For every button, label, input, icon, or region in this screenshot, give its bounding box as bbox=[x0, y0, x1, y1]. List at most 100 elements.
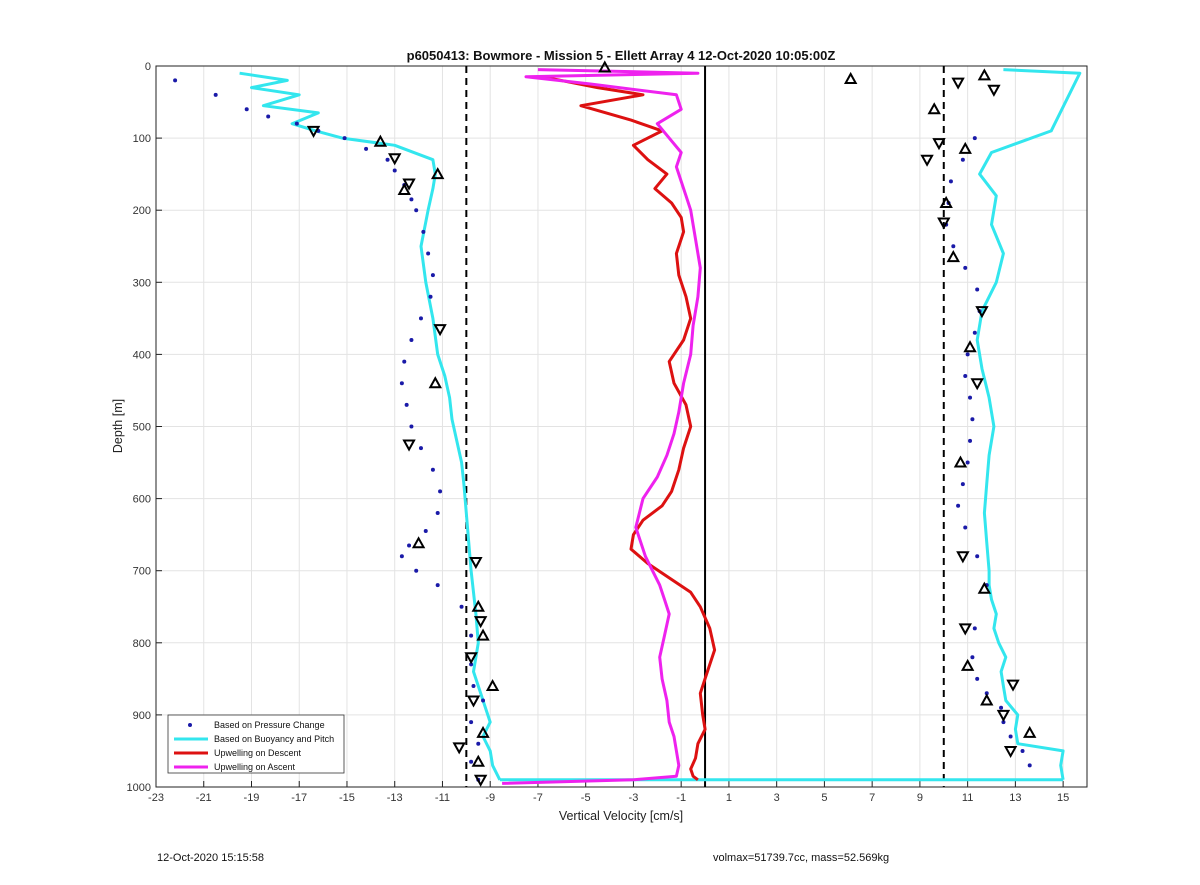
point-based-on-pressure-change bbox=[469, 662, 474, 667]
y-tick-label: 300 bbox=[133, 277, 151, 289]
x-tick-label: 7 bbox=[869, 792, 875, 804]
point-based-on-pressure-change bbox=[984, 691, 989, 696]
x-axis-label: Vertical Velocity [cm/s] bbox=[559, 809, 683, 823]
triangle-marker bbox=[953, 455, 968, 468]
point-based-on-pressure-change bbox=[948, 179, 953, 184]
point-based-on-pressure-change bbox=[407, 543, 412, 548]
footer-timestamp: 12-Oct-2020 15:15:58 bbox=[157, 852, 265, 864]
y-tick-label: 900 bbox=[133, 710, 151, 722]
point-based-on-pressure-change bbox=[1027, 763, 1032, 768]
point-based-on-pressure-change bbox=[975, 676, 980, 681]
triangle-marker bbox=[843, 71, 858, 84]
triangle-marker bbox=[1003, 745, 1018, 759]
grid bbox=[155, 65, 1087, 788]
x-tick-label: -23 bbox=[148, 792, 164, 804]
triangle-marker bbox=[980, 693, 994, 706]
point-based-on-pressure-change bbox=[965, 460, 970, 465]
triangle-marker bbox=[471, 754, 485, 767]
y-tick-label: 1000 bbox=[127, 782, 151, 794]
y-axis-label: Depth [m] bbox=[111, 399, 125, 453]
point-based-on-pressure-change bbox=[960, 482, 965, 487]
point-based-on-pressure-change bbox=[418, 316, 423, 321]
point-based-on-pressure-change bbox=[435, 511, 440, 516]
series-upwelling-on-ascent bbox=[502, 68, 702, 785]
triangle-marker bbox=[430, 167, 445, 180]
point-based-on-pressure-change bbox=[173, 78, 178, 83]
x-tick-label: 1 bbox=[726, 792, 732, 804]
triangle-marker bbox=[397, 182, 411, 196]
triangle-marker bbox=[473, 616, 488, 629]
point-based-on-pressure-change bbox=[469, 720, 474, 725]
point-based-on-pressure-change bbox=[970, 417, 975, 422]
legend-label: Based on Buoyancy and Pitch bbox=[214, 734, 334, 744]
point-based-on-pressure-change bbox=[972, 330, 977, 335]
triangle-marker bbox=[388, 153, 402, 166]
triangle-marker bbox=[433, 324, 447, 337]
x-tick-label: -11 bbox=[435, 792, 450, 804]
point-based-on-pressure-change bbox=[963, 525, 968, 530]
point-based-on-pressure-change bbox=[414, 568, 419, 573]
x-tick-label: -7 bbox=[533, 792, 543, 804]
reference-lines bbox=[465, 66, 945, 787]
point-based-on-pressure-change bbox=[404, 402, 409, 407]
chart-title: p6050413: Bowmore - Mission 5 - Ellett A… bbox=[407, 48, 836, 63]
triangle-marker bbox=[464, 652, 478, 665]
point-based-on-pressure-change bbox=[423, 529, 428, 534]
triangle-marker bbox=[977, 581, 992, 594]
point-based-on-pressure-change bbox=[418, 446, 423, 451]
triangle-marker bbox=[1006, 679, 1020, 692]
point-based-on-pressure-change bbox=[1020, 748, 1025, 753]
point-based-on-pressure-change bbox=[476, 741, 481, 746]
point-based-on-pressure-change bbox=[392, 168, 397, 173]
triangle-marker bbox=[598, 60, 612, 73]
point-based-on-pressure-change bbox=[399, 381, 404, 386]
y-tick-label: 800 bbox=[133, 638, 151, 650]
plot-frame bbox=[155, 65, 1088, 788]
triangle-marker bbox=[920, 154, 934, 167]
x-tick-label: -21 bbox=[196, 792, 212, 804]
point-based-on-pressure-change bbox=[430, 273, 435, 278]
point-based-on-pressure-change bbox=[970, 655, 975, 660]
triangle-marker bbox=[411, 536, 426, 549]
y-tick-labels: 0 100 200 300 400 500 600 700 800 900 1000 bbox=[127, 61, 151, 794]
triangle-marker bbox=[466, 695, 481, 708]
triangle-marker bbox=[473, 774, 488, 787]
y-tick-label: 200 bbox=[133, 205, 151, 217]
point-based-on-pressure-change bbox=[435, 583, 440, 588]
point-based-on-pressure-change bbox=[951, 244, 956, 249]
point-based-on-pressure-change bbox=[469, 633, 474, 638]
triangle-marker bbox=[970, 378, 984, 391]
triangle-marker bbox=[402, 439, 416, 452]
y-tick-label: 700 bbox=[133, 566, 151, 578]
point-based-on-pressure-change bbox=[402, 359, 407, 364]
point-based-on-pressure-change bbox=[999, 705, 1004, 710]
x-tick-label: 13 bbox=[1009, 792, 1021, 804]
triangle-marker bbox=[937, 217, 951, 230]
triangle-marker bbox=[977, 68, 992, 81]
triangle-marker bbox=[975, 306, 989, 319]
triangle-marker bbox=[452, 742, 466, 755]
triangle-marker bbox=[960, 658, 975, 671]
x-tick-label: -17 bbox=[291, 792, 307, 804]
y-tick-label: 600 bbox=[133, 494, 151, 506]
point-based-on-pressure-change bbox=[956, 503, 961, 508]
data-series bbox=[173, 60, 1082, 787]
point-based-on-pressure-change bbox=[364, 146, 369, 151]
x-tick-label: 15 bbox=[1057, 792, 1069, 804]
x-tick-label: 3 bbox=[774, 792, 780, 804]
point-based-on-pressure-change bbox=[975, 287, 980, 292]
point-based-on-pressure-change bbox=[409, 424, 414, 429]
point-based-on-pressure-change bbox=[438, 489, 443, 494]
legend-label: Based on Pressure Change bbox=[214, 720, 325, 730]
x-tick-label: 9 bbox=[917, 792, 923, 804]
triangle-marker bbox=[471, 599, 485, 612]
point-based-on-pressure-change bbox=[213, 92, 218, 97]
triangle-marker bbox=[932, 138, 946, 151]
legend-box bbox=[167, 714, 345, 774]
point-based-on-pressure-change bbox=[294, 121, 299, 126]
y-tick-label: 400 bbox=[133, 349, 151, 361]
point-based-on-pressure-change bbox=[975, 554, 980, 559]
y-tick-label: 500 bbox=[133, 422, 151, 434]
x-tick-label: -5 bbox=[581, 792, 591, 804]
